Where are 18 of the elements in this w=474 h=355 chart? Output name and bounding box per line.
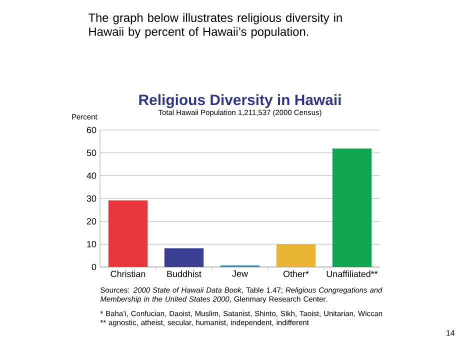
bar	[332, 148, 372, 267]
y-tick-label: 60	[86, 126, 96, 134]
bar	[276, 244, 316, 267]
bar	[108, 200, 148, 267]
x-tick-label: Jew	[232, 270, 248, 277]
y-tick-label: 20	[86, 218, 96, 225]
x-tick-label: Other*	[283, 270, 309, 278]
bar	[164, 248, 204, 267]
y-tick-label: 50	[86, 150, 96, 156]
y-tick-label: 10	[87, 240, 96, 248]
x-tick-label: Buddhist	[167, 270, 202, 278]
y-tick-label: 40	[86, 172, 96, 179]
y-tick-label: 30	[86, 195, 96, 202]
chart-title: Religious Diversity in Hawaii	[139, 94, 341, 108]
text: The graph below illustrates religious diversity in Hawaii by percent of Hawaii’s population.	[88, 13, 342, 38]
x-tick-label: Unaffiliated**	[326, 270, 378, 278]
y-tick-label: 0	[92, 264, 96, 270]
x-tick-label: Christian	[110, 270, 146, 278]
